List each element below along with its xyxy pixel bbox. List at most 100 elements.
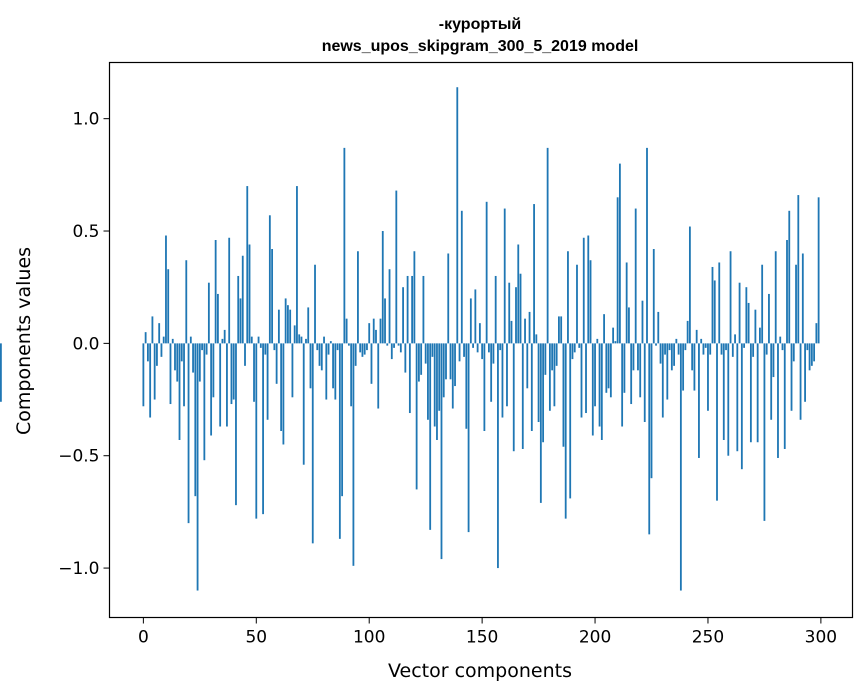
bar-82: [327, 343, 330, 355]
bar-101: [370, 343, 373, 384]
bar-108: [386, 343, 389, 346]
bar-27: [203, 343, 206, 461]
bar-63: [284, 298, 287, 344]
bar-234: [670, 343, 673, 371]
bar-124: [422, 275, 425, 344]
bar-291: [799, 343, 802, 420]
bar-221: [641, 300, 644, 344]
bar-285: [786, 240, 788, 344]
bar-292: [801, 253, 804, 344]
bar-12: [169, 343, 172, 405]
bar-155: [492, 343, 495, 364]
bar-71: [302, 343, 305, 465]
bar-60: [277, 309, 280, 344]
x-tick-label: 300: [805, 628, 837, 648]
bar-205: [605, 343, 608, 393]
bar-52: [259, 343, 262, 348]
bar-248: [702, 343, 705, 355]
bar-231: [664, 343, 666, 355]
y-tick-label: −1.0: [58, 559, 99, 579]
bar-61: [280, 343, 283, 431]
bar-41: [235, 343, 237, 506]
bar-287: [790, 343, 793, 411]
bar-10: [165, 235, 167, 344]
bar-33: [217, 293, 219, 344]
bar-105: [379, 318, 382, 344]
bar-182: [553, 343, 556, 407]
bar-98: [363, 343, 366, 355]
bar-225: [650, 343, 653, 479]
y-tick-label: 0.0: [72, 334, 99, 354]
chart-title: -курортый: [439, 16, 521, 33]
bar-29: [207, 282, 210, 344]
bar-252: [711, 266, 714, 344]
bar-69: [298, 334, 301, 344]
bar-253: [713, 280, 716, 344]
bar-169: [524, 318, 526, 344]
bar-240: [684, 343, 687, 351]
bar-97: [361, 343, 364, 357]
bar-73: [307, 307, 310, 344]
bar-17: [180, 343, 183, 362]
bar-211: [618, 163, 621, 344]
bar-115: [402, 287, 404, 344]
bar-162: [508, 282, 511, 344]
bar-266: [743, 343, 746, 348]
bar-244: [693, 343, 696, 391]
bar-49: [253, 343, 255, 402]
bar-283: [781, 343, 784, 351]
bar-128: [431, 343, 434, 357]
bar-224: [648, 343, 651, 535]
bar-191: [573, 343, 576, 353]
bar-257: [722, 343, 725, 440]
bar-294: [806, 343, 809, 351]
bar-8: [160, 343, 163, 357]
bar-229: [659, 343, 662, 364]
bar-179: [546, 147, 549, 344]
bar-233: [668, 343, 671, 351]
bar-279: [772, 343, 775, 378]
bar-157: [497, 343, 499, 569]
x-axis-label: Vector components: [388, 660, 572, 682]
bar-24: [196, 343, 199, 591]
bar-84: [332, 343, 334, 389]
bar-0: [142, 343, 145, 407]
bar-254: [716, 343, 718, 501]
x-tick-label: 100: [353, 628, 385, 648]
bar-9: [162, 336, 165, 344]
bar-167: [519, 273, 522, 344]
bar-22: [192, 343, 194, 373]
bar-7: [158, 323, 161, 344]
bar-280: [774, 251, 777, 344]
bar-18: [183, 343, 185, 407]
bar-104: [377, 343, 380, 409]
bar-65: [289, 309, 292, 344]
bar-289: [795, 264, 797, 344]
bar-243: [691, 343, 694, 371]
bar-176: [539, 343, 542, 503]
bar-171: [528, 311, 531, 344]
bar-16: [178, 343, 181, 440]
bar-94: [354, 343, 357, 366]
bar-50: [255, 343, 258, 519]
bar-127: [429, 343, 432, 530]
bar-112: [395, 190, 398, 344]
bar-263: [736, 343, 739, 452]
bar-275: [763, 343, 766, 521]
bar-86: [336, 343, 339, 351]
bar-212: [621, 343, 624, 427]
x-tick-label: 150: [466, 628, 498, 648]
bar-228: [657, 311, 660, 344]
bar-32: [214, 240, 217, 344]
bar-77: [316, 343, 319, 351]
bar-45: [244, 343, 246, 366]
bar-249: [704, 343, 707, 348]
bar-183: [555, 343, 558, 366]
bar-39: [230, 343, 233, 405]
bar-208: [612, 327, 615, 344]
bar-250: [707, 343, 709, 411]
bar-76: [314, 264, 316, 344]
bar-81: [325, 343, 328, 400]
bar-116: [404, 343, 407, 373]
